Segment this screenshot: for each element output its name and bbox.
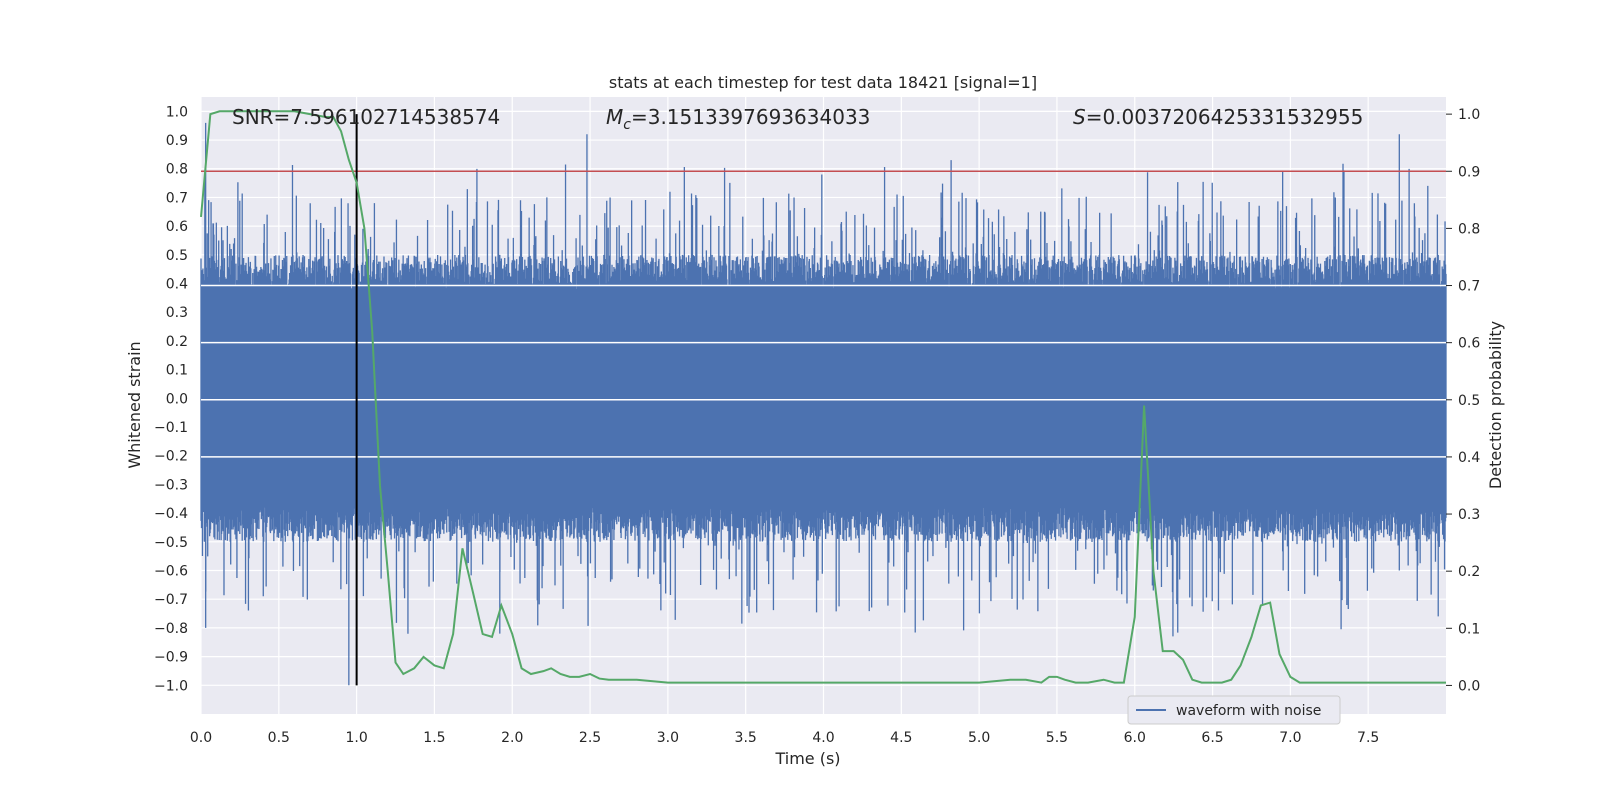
x-tick-label: 4.0 bbox=[812, 730, 834, 746]
left-tick-label: 0.4 bbox=[166, 277, 188, 293]
x-axis-label: Time (s) bbox=[774, 749, 840, 768]
white-band-lines bbox=[201, 284, 1446, 458]
left-tick-label: 0.2 bbox=[166, 334, 188, 350]
left-tick-label: −0.6 bbox=[154, 564, 188, 580]
left-tick-label: 0.9 bbox=[166, 133, 188, 149]
x-tick-label: 5.0 bbox=[968, 730, 990, 746]
x-tick-label: 6.5 bbox=[1201, 730, 1223, 746]
s-symbol: S bbox=[1073, 105, 1086, 129]
right-tick-label: 0.3 bbox=[1458, 507, 1480, 523]
chirp-mass-subscript: c bbox=[623, 117, 631, 133]
x-tick-label: 3.0 bbox=[657, 730, 679, 746]
left-axis-label: Whitened strain bbox=[125, 341, 144, 468]
left-tick-label: 0.3 bbox=[166, 305, 188, 321]
s-value: =0.0037206425331532955 bbox=[1086, 105, 1364, 129]
legend: waveform with noise bbox=[1127, 695, 1341, 725]
snr-annotation: SNR=7.596102714538574 bbox=[232, 105, 500, 129]
left-tick-label: −0.8 bbox=[154, 621, 188, 637]
chirp-mass-annotation: Mc=3.1513397693634033 bbox=[606, 105, 870, 133]
left-tick-label: 0.7 bbox=[166, 190, 188, 206]
x-tick-label: 0.0 bbox=[190, 730, 212, 746]
right-tick-label: 0.0 bbox=[1458, 678, 1480, 694]
left-tick-label: −0.7 bbox=[154, 592, 188, 608]
x-tick-label: 3.5 bbox=[735, 730, 757, 746]
right-tick-label: 0.9 bbox=[1458, 164, 1480, 180]
left-tick-label: −0.4 bbox=[154, 506, 188, 522]
right-tick-label: 0.2 bbox=[1458, 564, 1480, 580]
x-tick-label: 0.5 bbox=[268, 730, 290, 746]
x-tick-label: 1.0 bbox=[345, 730, 367, 746]
left-tick-label: 0.8 bbox=[166, 162, 188, 178]
x-tick-label: 2.0 bbox=[501, 730, 523, 746]
right-axis-label: Detection probability bbox=[1486, 321, 1505, 489]
left-tick-label: −0.3 bbox=[154, 477, 188, 493]
right-axis-ticks: 1.0 0.9 0.8 0.7 0.6 0.5 0.4 0.3 0.2 0.1 0.0 bbox=[1446, 107, 1480, 694]
x-tick-label: 6.0 bbox=[1124, 730, 1146, 746]
x-tick-label: 7.5 bbox=[1357, 730, 1379, 746]
left-tick-label: −1.0 bbox=[154, 678, 188, 694]
right-tick-label: 0.6 bbox=[1458, 336, 1480, 352]
left-tick-label: 0.1 bbox=[166, 363, 188, 379]
waveform-with-noise-series bbox=[200, 122, 1447, 686]
chirp-mass-value: =3.1513397693634033 bbox=[631, 105, 870, 129]
right-tick-label: 0.8 bbox=[1458, 221, 1480, 237]
left-tick-label: −0.9 bbox=[154, 650, 188, 666]
left-axis-ticks: 1.0 0.9 0.8 0.7 0.6 0.5 0.4 0.3 0.2 0.1 0.0 −0.1 −0.… bbox=[154, 104, 188, 694]
right-tick-label: 0.7 bbox=[1458, 279, 1480, 295]
chart-title: stats at each timestep for test data 184… bbox=[609, 73, 1037, 92]
right-tick-label: 1.0 bbox=[1458, 107, 1480, 123]
chirp-mass-symbol: M bbox=[606, 105, 623, 129]
detection-probability-line bbox=[200, 110, 1446, 684]
x-tick-label: 5.5 bbox=[1046, 730, 1068, 746]
left-tick-label: −0.5 bbox=[154, 535, 188, 551]
left-tick-label: 0.6 bbox=[166, 219, 188, 235]
legend-label: waveform with noise bbox=[1176, 703, 1321, 719]
x-tick-label: 7.0 bbox=[1279, 730, 1301, 746]
right-tick-label: 0.5 bbox=[1458, 393, 1480, 409]
left-tick-label: −0.2 bbox=[154, 449, 188, 465]
left-tick-label: 0.5 bbox=[166, 248, 188, 264]
right-tick-label: 0.4 bbox=[1458, 450, 1480, 466]
left-tick-label: 1.0 bbox=[166, 104, 188, 120]
legend-box bbox=[1127, 695, 1341, 725]
right-tick-label: 0.1 bbox=[1458, 621, 1480, 637]
waveform-trace bbox=[200, 122, 1447, 686]
x-axis-ticks: 0.0 0.5 1.0 1.5 2.0 2.5 3.0 3.5 4.0 4.5 5.0 5.5 6.0 6… bbox=[190, 730, 1379, 746]
x-tick-label: 1.5 bbox=[423, 730, 445, 746]
s-annotation: S=0.0037206425331532955 bbox=[1073, 105, 1363, 129]
x-tick-label: 2.5 bbox=[579, 730, 601, 746]
left-tick-label: −0.1 bbox=[154, 420, 188, 436]
left-tick-label: 0.0 bbox=[166, 391, 188, 407]
x-tick-label: 4.5 bbox=[890, 730, 912, 746]
